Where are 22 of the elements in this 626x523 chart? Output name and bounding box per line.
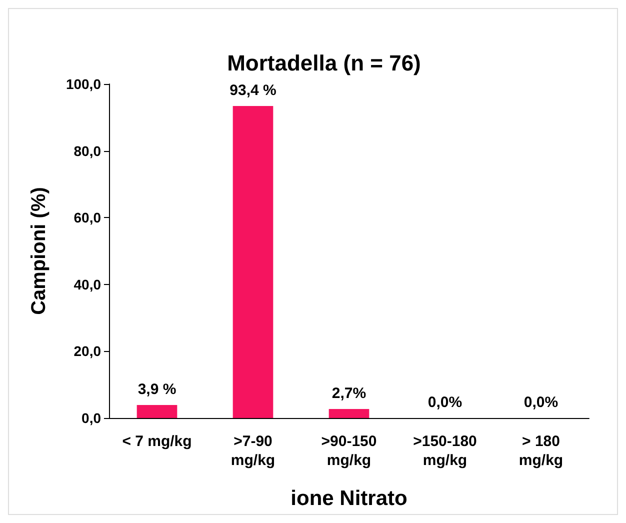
x-tick-label: >150-180 mg/kg <box>413 433 477 469</box>
data-label: 0,0% <box>524 394 558 411</box>
x-tick-label: > 180 mg/kg <box>518 433 564 469</box>
bar <box>136 404 178 418</box>
bar <box>232 106 274 418</box>
y-tick-label: 20,0 <box>74 343 102 360</box>
y-axis-title: Campioni (%) <box>28 187 50 315</box>
data-label: 3,9 % <box>138 380 176 398</box>
data-label: 0,0% <box>428 394 462 411</box>
y-tick-label: 100,0 <box>66 76 102 92</box>
y-tick-label: 60,0 <box>74 210 102 226</box>
bar <box>328 408 370 418</box>
data-label: 2,7% <box>332 384 366 402</box>
data-label: 93,4 % <box>230 82 276 100</box>
y-tick-label: 0,0 <box>82 410 102 426</box>
x-tick-label: >90-150 mg/kg <box>321 433 377 469</box>
x-axis-title: ione Nitrato <box>290 487 408 510</box>
y-tick-label: 80,0 <box>74 142 102 159</box>
x-tick-label: < 7 mg/kg <box>122 433 192 450</box>
y-tick-label: 40,0 <box>74 276 102 292</box>
x-tick-label: >7-90 mg/kg <box>230 433 276 469</box>
chart-title: Mortadella (n = 76) <box>227 50 421 76</box>
